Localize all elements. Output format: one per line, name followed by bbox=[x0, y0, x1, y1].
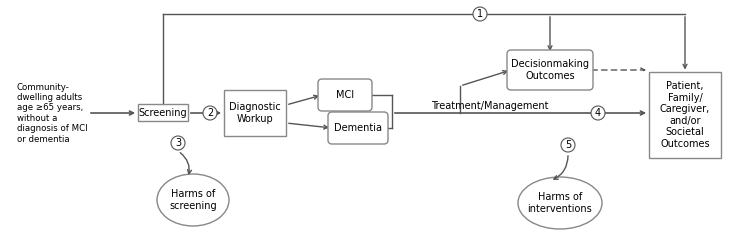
Circle shape bbox=[473, 7, 487, 21]
Ellipse shape bbox=[157, 174, 229, 226]
Text: MCI: MCI bbox=[336, 90, 354, 100]
FancyBboxPatch shape bbox=[318, 79, 372, 111]
Text: Treatment/Management: Treatment/Management bbox=[431, 101, 549, 111]
Text: 4: 4 bbox=[595, 108, 601, 118]
Circle shape bbox=[171, 136, 185, 150]
Text: 5: 5 bbox=[565, 140, 572, 150]
FancyBboxPatch shape bbox=[507, 50, 593, 90]
Text: Dementia: Dementia bbox=[334, 123, 382, 133]
Circle shape bbox=[591, 106, 605, 120]
Text: Community-
dwelling adults
age ≥65 years,
without a
diagnosis of MCI
or dementia: Community- dwelling adults age ≥65 years… bbox=[16, 82, 87, 144]
Text: Harms of
screening: Harms of screening bbox=[170, 189, 217, 211]
Text: Diagnostic
Workup: Diagnostic Workup bbox=[230, 102, 280, 124]
Text: Harms of
interventions: Harms of interventions bbox=[528, 192, 592, 214]
Bar bbox=[138, 104, 188, 122]
FancyBboxPatch shape bbox=[328, 112, 388, 144]
Bar bbox=[224, 90, 286, 136]
Text: 3: 3 bbox=[175, 138, 181, 148]
Text: 2: 2 bbox=[207, 108, 213, 118]
Ellipse shape bbox=[518, 177, 602, 229]
Text: Decisionmaking
Outcomes: Decisionmaking Outcomes bbox=[511, 59, 589, 81]
Text: Screening: Screening bbox=[139, 108, 188, 118]
Text: 1: 1 bbox=[477, 9, 483, 19]
Bar bbox=[649, 73, 721, 158]
Circle shape bbox=[561, 138, 575, 152]
Circle shape bbox=[203, 106, 217, 120]
Text: Patient,
Family/
Caregiver,
and/or
Societal
Outcomes: Patient, Family/ Caregiver, and/or Socie… bbox=[660, 81, 710, 149]
